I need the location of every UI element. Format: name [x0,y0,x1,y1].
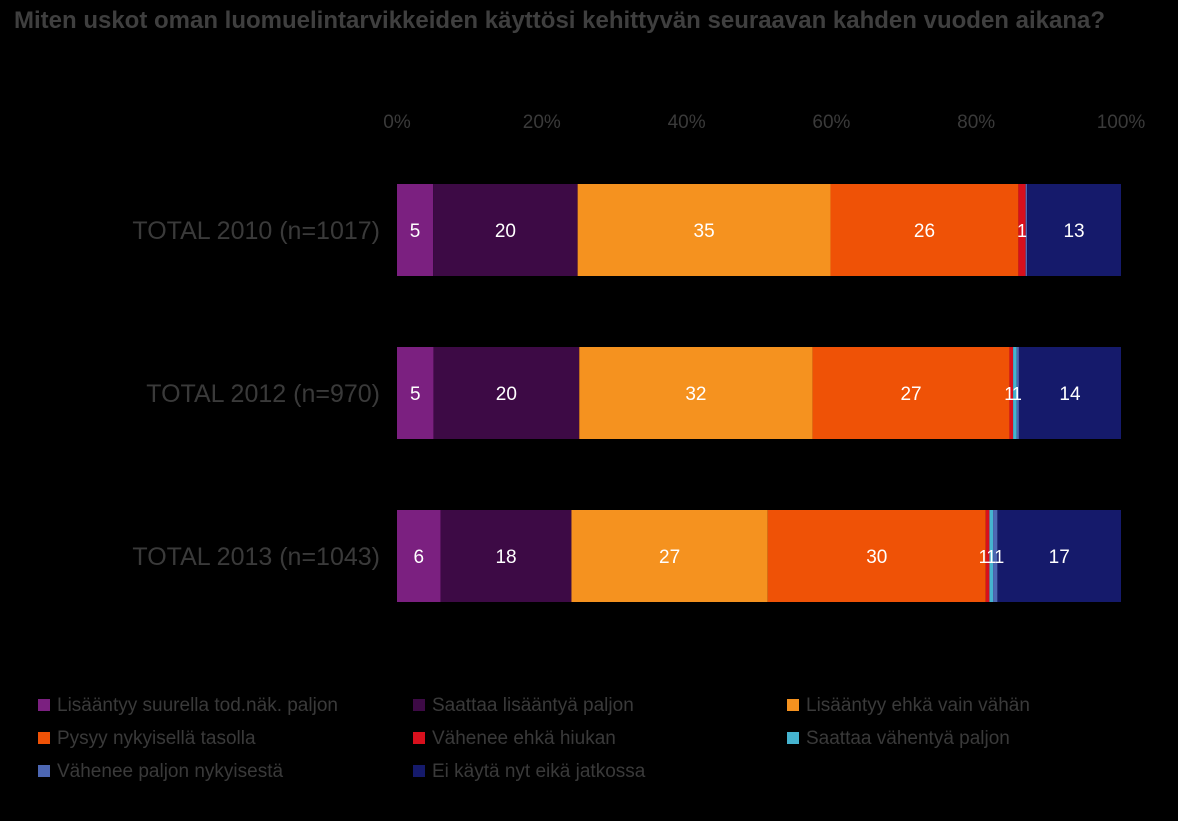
data-label: 1 [1012,384,1022,404]
legend-label: Lisääntyy suurella tod.näk. paljon [57,695,338,716]
bar-segment [993,510,998,602]
data-label: 30 [866,547,887,568]
category-label: TOTAL 2013 (n=1043) [132,543,380,571]
bar-segment [989,510,994,602]
data-label: 35 [694,221,715,242]
legend-label: Pysyy nykyisellä tasolla [57,728,256,749]
bar-segment [767,510,986,602]
data-label: 13 [1063,221,1084,242]
data-label: 27 [900,384,921,405]
data-label: 5 [410,221,421,242]
legend-label: Vähenee paljon nykyisestä [57,761,283,782]
bar-segment [397,184,434,276]
legend-label: Ei käytä nyt eikä jatkossa [432,761,646,782]
bar-segment [812,347,1010,439]
legend-swatch [413,732,425,744]
data-label: 6 [414,547,425,568]
legend-swatch [38,699,50,711]
bar-segment [571,510,768,602]
data-label: 1 [994,547,1004,567]
legend-label: Vähenee ehkä hiukan [432,728,616,749]
data-label: 26 [914,221,935,242]
data-label: 1 [979,547,989,567]
data-label: 1 [1017,221,1027,241]
bar-segment [433,347,580,439]
legend-swatch [787,732,799,744]
x-tick-label: 80% [957,112,995,133]
category-label: TOTAL 2012 (n=970) [146,380,380,408]
x-tick-label: 0% [383,112,411,133]
legend-label: Saattaa lisääntyä paljon [432,695,634,716]
data-label: 1 [1004,384,1014,404]
bar-segment [433,184,578,276]
bar-segment [1018,184,1026,276]
data-label: 32 [685,384,706,405]
x-tick-label: 60% [812,112,850,133]
x-tick-label: 20% [523,112,561,133]
bar-segment [577,184,831,276]
category-label: TOTAL 2010 (n=1017) [132,217,380,245]
data-label: 17 [1049,547,1070,568]
bar-segment [997,510,1121,602]
x-tick-label: 40% [668,112,706,133]
legend-swatch [787,699,799,711]
legend-swatch [38,732,50,744]
bar-segment [1027,184,1121,276]
bar-segment [397,347,434,439]
bar-segment [985,510,990,602]
data-label: 27 [659,547,680,568]
bar-segment [1016,347,1019,439]
data-label: 20 [495,221,516,242]
legend-swatch [38,765,50,777]
x-tick-label: 100% [1097,112,1146,133]
bar-segment [1013,347,1017,439]
legend-label: Lisääntyy ehkä vain vähän [806,695,1030,716]
bar-segment [1009,347,1014,439]
legend-swatch [413,699,425,711]
legend-swatch [413,765,425,777]
bar-segment [579,347,813,439]
data-label: 14 [1059,384,1081,405]
data-label: 20 [496,384,517,405]
data-label: 18 [495,547,516,568]
bar-segment [1025,184,1028,276]
bar-segment [440,510,572,602]
data-label: 1 [986,547,996,567]
chart-title: Miten uskot oman luomuelintarvikkeiden k… [14,7,1105,34]
bar-segment [830,184,1019,276]
bar-segment [397,510,441,602]
data-label: 5 [410,384,421,405]
legend-label: Saattaa vähentyä paljon [806,728,1010,749]
bar-segment [1018,347,1121,439]
